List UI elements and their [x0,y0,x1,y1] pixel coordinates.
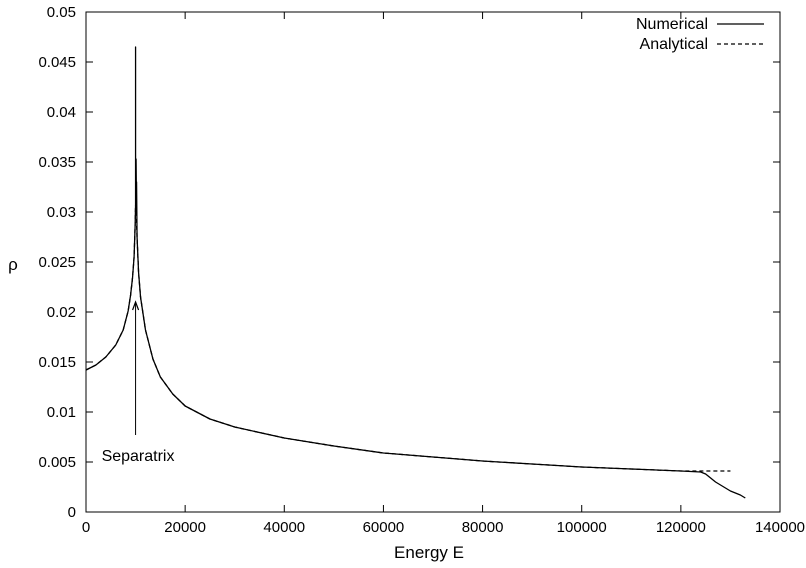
y-axis-ticks: 0 0.005 0.01 0.015 0.02 0.025 0.03 0.035 0.04 0.0… [38,4,780,521]
legend: Numerical Analytical [636,16,764,53]
x-tick-label: 100000 [557,519,607,536]
series-lines [85,46,746,499]
y-tick-label: 0.01 [47,404,76,421]
x-tick-label: 60000 [363,519,405,536]
y-tick-label: 0.015 [38,354,76,371]
y-tick-label: 0.045 [38,54,76,71]
plot-frame [85,11,781,513]
x-tick-label: 80000 [462,519,504,536]
annotation-label: Separatrix [102,448,175,465]
y-tick-label: 0.005 [38,454,76,471]
x-tick-label: 140000 [755,519,805,536]
y-axis-label: ρ [8,255,18,274]
legend-label: Numerical [636,16,708,33]
legend-label: Analytical [640,36,708,53]
analytical-line [85,204,731,472]
y-tick-label: 0.04 [47,104,76,121]
y-tick-label: 0.05 [47,4,76,21]
numerical-line [85,46,746,499]
plot-border [85,11,781,513]
x-axis-ticks: 0 20000 40000 60000 80000 100000 120000 140000 [82,12,805,536]
annotations: Separatrix [102,300,175,465]
y-tick-label: 0.02 [47,304,76,321]
y-tick-label: 0.025 [38,254,76,271]
y-tick-label: 0 [68,504,76,521]
x-axis-label: Energy E [394,543,464,562]
y-tick-label: 0.035 [38,154,76,171]
x-tick-label: 120000 [656,519,706,536]
x-tick-label: 0 [82,519,90,536]
annotation-arrow-head [132,300,140,311]
x-tick-label: 20000 [164,519,206,536]
y-tick-label: 0.03 [47,204,76,221]
x-tick-label: 40000 [263,519,305,536]
